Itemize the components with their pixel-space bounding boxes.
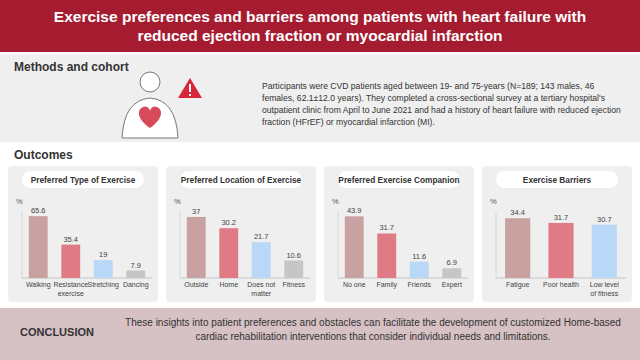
axis-label: % [332,197,339,206]
axis-line [22,212,23,278]
bar [219,228,238,278]
bar [548,223,573,278]
data-label: 43.9 [347,206,362,215]
data-label: 7.9 [131,261,141,270]
data-label: 35.4 [63,235,78,244]
title-pill [338,171,460,188]
axis-label: % [490,197,497,206]
patient-icon [122,72,202,138]
title-pill [496,171,618,188]
category-label: Walking [26,281,51,289]
bar [442,268,461,278]
data-label: 31.7 [379,223,394,232]
icon-heart [139,106,161,128]
title-pill [180,171,302,188]
bar [94,260,113,278]
category-label: Fitness [282,281,305,288]
chart-panel: Exercise Barriers% 34.4 Fatigue 31.7 Poor he… [482,166,632,302]
axis-line [496,212,497,278]
bar [126,271,145,278]
bar [187,217,206,278]
data-label: 31.7 [554,213,569,222]
axis-line [180,212,181,278]
title-pill [22,171,144,188]
data-label: 30.2 [221,218,236,227]
conclusion-text: These insights into patient preferences … [118,316,628,344]
bars [345,216,461,278]
bar [410,262,429,278]
chart-panel: Preferred Type of Exercise% 65.6 Walking 35… [8,166,158,302]
data-label: 21.7 [254,232,269,241]
labels: 43.9 No one 31.7 Family 11.6 Friends 6.9 Expert [343,206,462,289]
icon-body [122,98,178,138]
category-label: Expert [442,281,462,289]
icon-warning-mark [189,84,191,92]
panel-background [324,166,474,302]
panel-background [166,166,316,302]
chart-panel: Preferred Location of Exercise% 37 Outside… [166,166,316,302]
data-label: 11.6 [412,252,426,261]
bars [505,218,617,278]
bar [592,225,617,278]
bar [29,216,48,278]
bar [284,261,303,278]
data-label: 37 [192,207,200,216]
conclusion-heading: CONCLUSION [20,326,94,338]
bar [377,233,396,278]
data-label: 34.4 [510,208,525,217]
category-label: Family [376,281,397,289]
chart-title: Preferred Location of Exercise [181,175,302,185]
chart-layer: Preferred Type of Exercise% 65.6 Walking 35… [0,0,640,360]
category-label: No one [343,281,366,288]
data-label: 6.9 [447,258,457,267]
category-label: Resistanceexercise [53,281,88,297]
panel-background [8,166,158,302]
labels: 65.6 Walking 35.4 Resistanceexercise 19 Stret… [26,206,149,296]
category-label: Fatigue [506,281,529,289]
category-label: Stretching [87,281,119,289]
labels: 34.4 Fatigue 31.7 Poor health 30.7 Low levelo… [506,208,619,296]
category-label: Poor health [543,281,579,288]
header-band [0,0,640,52]
category-label: Home [219,281,238,288]
bar [345,216,364,278]
data-label: 65.6 [31,206,46,215]
bar [252,242,271,278]
icon-head [140,72,160,92]
category-label: Dancing [123,281,149,289]
chart-panel: Preferred Exercise Companion% 43.9 No one 3… [324,166,474,302]
icon-warning [178,78,202,98]
bars [187,217,303,278]
axis-label: % [16,197,23,206]
chart-title: Preferred Exercise Companion [338,175,459,185]
chart-title: Exercise Barriers [523,175,592,185]
data-label: 19 [99,250,107,259]
chart-title: Preferred Type of Exercise [31,175,136,185]
bar [61,245,80,278]
labels: 37 Outside 30.2 Home 21.7 Does notmatter 10.6 F… [184,207,305,297]
data-label: 10.6 [286,251,301,260]
panel-background [482,166,632,302]
category-label: Friends [408,281,432,288]
bar [505,218,530,278]
outcomes-heading: Outcomes [14,148,73,162]
category-label: Does notmatter [247,281,275,297]
header-title: Exercise preferences and barriers among … [30,7,610,45]
icon-warning-dot [189,94,191,96]
axis-line [338,212,339,278]
methods-text: Participants were CVD patients aged betw… [262,80,628,128]
category-label: Low levelof fitness [590,281,620,297]
axis-label: % [174,197,181,206]
category-label: Outside [184,281,208,288]
data-label: 30.7 [597,215,612,224]
methods-heading: Methods and cohort [14,60,129,74]
bars [29,216,145,278]
